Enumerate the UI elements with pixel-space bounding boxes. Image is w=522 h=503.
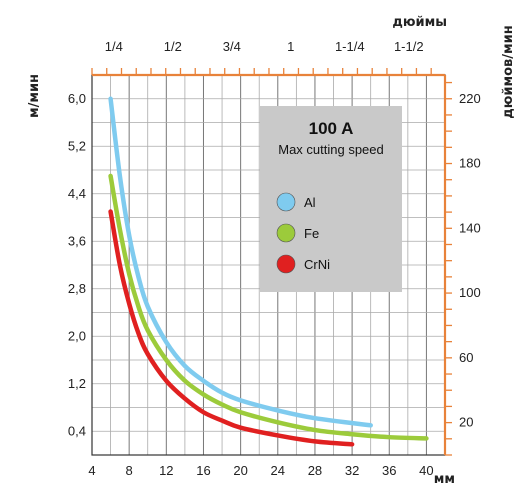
top-ruler — [91, 68, 445, 77]
y-tick-label: 1,2 — [68, 376, 86, 391]
y-tick-label: 2,0 — [68, 328, 86, 343]
y-tick-label: 5,2 — [68, 138, 86, 153]
y2-tick-label: 140 — [459, 220, 481, 235]
top-tick-label: 1-1/4 — [335, 39, 365, 54]
y2-axis-label: дюймов/мин — [501, 25, 516, 119]
y-tick-label: 2,8 — [68, 281, 86, 296]
top-tick-label: 1/4 — [105, 39, 123, 54]
tick-labels: 4 8 12 16 20 24 28 32 36 40 0,4 1,2 2,0 2,8 3,6 4,4 5,2 6… — [68, 39, 481, 478]
legend: Al Fe CrNi — [276, 192, 330, 274]
top-tick-label: 1 — [287, 39, 294, 54]
y2-tick-label: 60 — [459, 350, 473, 365]
top-tick-label: 1-1/2 — [394, 39, 424, 54]
y-tick-label: 0,4 — [68, 423, 86, 438]
x-tick-label: 40 — [419, 463, 433, 478]
series-line-fe — [108, 173, 429, 441]
x-tick-label: 24 — [271, 463, 285, 478]
top-tick-label: 3/4 — [223, 39, 241, 54]
x-tick-label: 36 — [382, 463, 396, 478]
y-axis-label: м/мин — [27, 74, 42, 118]
chart-title: 100 A — [309, 119, 354, 138]
y-tick-label: 4,4 — [68, 186, 86, 201]
chart-subtitle: Max cutting speed — [278, 142, 384, 157]
y-tick-label: 6,0 — [68, 91, 86, 106]
series-line-crni — [108, 209, 355, 447]
x-tick-label: 20 — [233, 463, 247, 478]
x-axis-label: мм — [434, 472, 455, 487]
x-tick-label: 16 — [196, 463, 210, 478]
legend-label-al: Al — [304, 195, 316, 210]
y2-tick-label: 20 — [459, 415, 473, 430]
series-line-al — [108, 96, 373, 428]
x-tick-label: 12 — [159, 463, 173, 478]
series-layer — [108, 96, 429, 447]
legend-marker-crni — [276, 254, 296, 274]
top-axis-unit: дюймы — [392, 15, 447, 30]
x-tick-label: 32 — [345, 463, 359, 478]
y2-tick-label: 180 — [459, 156, 481, 171]
legend-marker-fe — [276, 223, 296, 243]
legend-marker-al — [276, 192, 296, 212]
x-tick-label: 28 — [308, 463, 322, 478]
x-tick-label: 4 — [88, 463, 95, 478]
legend-label-fe: Fe — [304, 226, 319, 241]
right-ruler — [443, 75, 452, 456]
y2-tick-label: 100 — [459, 285, 481, 300]
y2-tick-label: 220 — [459, 91, 481, 106]
y-tick-label: 3,6 — [68, 233, 86, 248]
info-box: 100 A Max cutting speed Al Fe CrNi — [260, 106, 402, 292]
legend-label-crni: CrNi — [304, 257, 330, 272]
top-tick-label: 1/2 — [164, 39, 182, 54]
x-tick-label: 8 — [126, 463, 133, 478]
